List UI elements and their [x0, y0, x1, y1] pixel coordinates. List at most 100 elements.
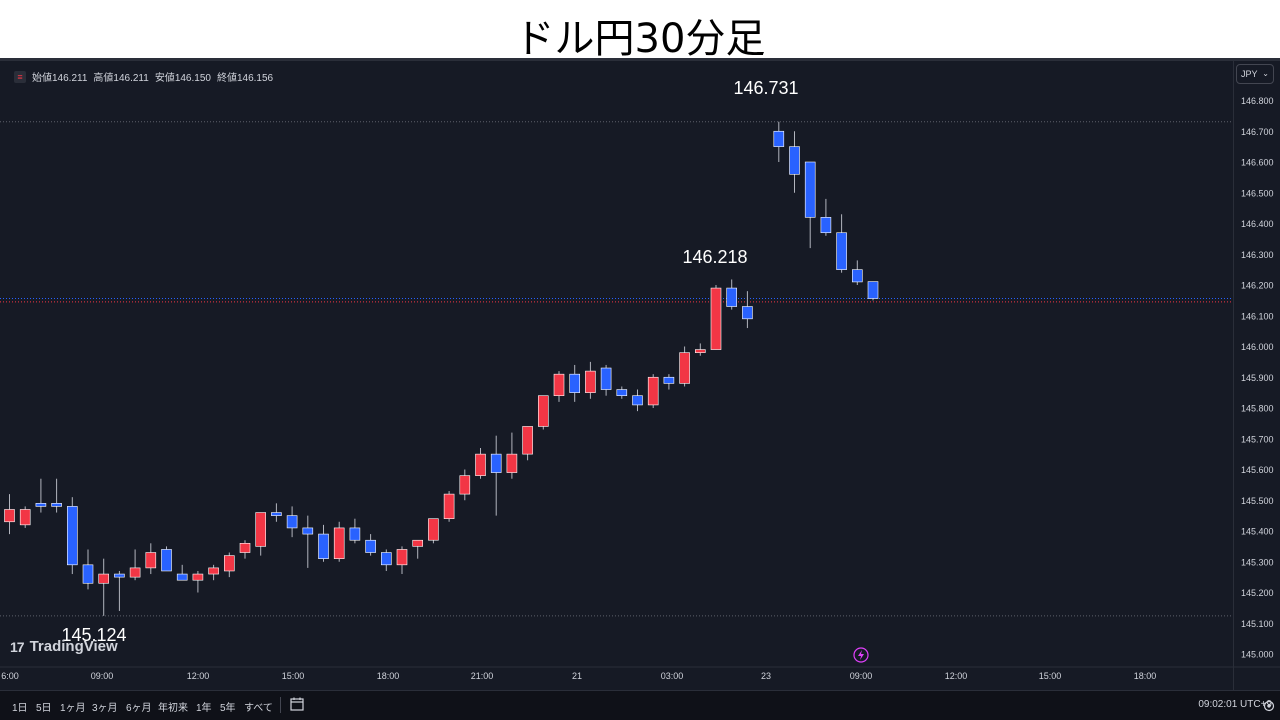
- candle-body[interactable]: [710, 287, 722, 350]
- tv-logo-icon: 17: [10, 638, 25, 655]
- y-tick-label: 145.000: [1241, 650, 1274, 660]
- candle-body[interactable]: [51, 503, 62, 507]
- candle-body[interactable]: [286, 515, 298, 529]
- candle-body[interactable]: [726, 287, 738, 307]
- range-button-4[interactable]: 6ヶ月: [126, 703, 152, 714]
- candle-body[interactable]: [114, 573, 125, 578]
- candle-body[interactable]: [145, 552, 157, 569]
- range-button-5[interactable]: 年初来: [158, 703, 188, 714]
- range-button-0[interactable]: 1日: [12, 703, 28, 714]
- candle-body[interactable]: [679, 352, 690, 384]
- y-tick-label: 145.400: [1241, 527, 1274, 537]
- candle-body[interactable]: [867, 281, 879, 299]
- close-label: 終値146.156: [216, 73, 274, 84]
- candle-body[interactable]: [380, 552, 392, 566]
- y-tick-label: 146.700: [1241, 127, 1274, 137]
- candle-body[interactable]: [742, 306, 753, 320]
- candle-body[interactable]: [553, 373, 565, 396]
- ohlc-legend: ≡ 始値146.211 高値146.211 安値146.150 終値146.15…: [14, 69, 273, 84]
- candle-body[interactable]: [98, 573, 109, 584]
- candle-body[interactable]: [616, 389, 628, 396]
- candle-body[interactable]: [428, 518, 439, 541]
- candle-body[interactable]: [663, 376, 675, 384]
- candle-body[interactable]: [302, 527, 314, 535]
- candle-body[interactable]: [208, 567, 219, 575]
- candle-body[interactable]: [333, 527, 345, 559]
- candle-body[interactable]: [19, 509, 31, 526]
- x-tick-label: 12:00: [187, 671, 210, 681]
- currency-selector[interactable]: JPY ⌄: [1236, 64, 1274, 84]
- x-tick-label: 03:00: [661, 671, 684, 681]
- candle-body[interactable]: [459, 475, 471, 495]
- y-tick-label: 146.300: [1241, 250, 1274, 260]
- candle-body[interactable]: [820, 217, 832, 234]
- y-tick-label: 145.200: [1241, 588, 1274, 598]
- x-tick-label: 21: [572, 671, 582, 681]
- x-tick-label: 21:00: [471, 671, 494, 681]
- candle-body[interactable]: [585, 370, 596, 393]
- candle-body[interactable]: [224, 555, 235, 572]
- candle-body[interactable]: [271, 512, 282, 516]
- candle-body[interactable]: [804, 161, 816, 218]
- candle-body[interactable]: [632, 395, 643, 406]
- candle-body[interactable]: [318, 533, 329, 559]
- candle-body[interactable]: [396, 549, 408, 566]
- candle-body[interactable]: [129, 567, 141, 578]
- candle-body[interactable]: [490, 453, 502, 473]
- x-tick-label: 09:00: [850, 671, 873, 681]
- candle-body[interactable]: [537, 395, 549, 427]
- chart-title: ドル円30分足: [514, 16, 766, 62]
- range-button-1[interactable]: 5日: [36, 703, 52, 714]
- candle-body[interactable]: [161, 549, 172, 572]
- range-button-6[interactable]: 1年: [196, 703, 212, 714]
- candle-body[interactable]: [694, 349, 706, 353]
- y-tick-label: 145.800: [1241, 404, 1274, 414]
- range-button-2[interactable]: 1ヶ月: [60, 703, 86, 714]
- candle-body[interactable]: [365, 539, 376, 553]
- candle-body[interactable]: [569, 373, 581, 393]
- candle-body[interactable]: [600, 367, 612, 390]
- candle-body[interactable]: [4, 509, 15, 523]
- candle-body[interactable]: [647, 376, 659, 406]
- lightning-icon[interactable]: [853, 647, 869, 663]
- candle-body[interactable]: [176, 573, 188, 581]
- y-tick-label: 146.200: [1241, 281, 1274, 291]
- calendar-icon[interactable]: [290, 697, 304, 711]
- range-button-8[interactable]: すべて: [244, 703, 273, 714]
- candle-body[interactable]: [67, 506, 78, 566]
- range-button-7[interactable]: 5年: [220, 703, 236, 714]
- equals-icon[interactable]: ≡: [14, 70, 26, 83]
- candlestick-chart[interactable]: 146.800 146.700 146.600 146.500 146.400 146.3…: [0, 58, 1280, 690]
- candle-body[interactable]: [522, 426, 533, 455]
- x-tick-label: 15:00: [1039, 671, 1062, 681]
- candle-body[interactable]: [412, 539, 424, 547]
- gear-icon[interactable]: [1263, 700, 1275, 712]
- candle-body[interactable]: [255, 512, 266, 547]
- candle-body[interactable]: [82, 564, 94, 584]
- clock-display[interactable]: 09:02:01 UTC+9: [1198, 699, 1272, 710]
- candle-body[interactable]: [349, 527, 361, 541]
- candle-body[interactable]: [192, 573, 204, 581]
- candle-body[interactable]: [475, 453, 486, 476]
- candle-body[interactable]: [773, 130, 785, 147]
- x-tick-label: 09:00: [91, 671, 114, 681]
- y-tick-label: 146.400: [1241, 219, 1274, 229]
- candle-body[interactable]: [789, 146, 800, 175]
- low-annotation: 145.124: [61, 625, 126, 645]
- lightning-glyph: [858, 650, 864, 660]
- y-tick-label: 145.300: [1241, 557, 1274, 567]
- candle-body[interactable]: [506, 453, 518, 473]
- low-label: 安値146.150: [154, 73, 211, 84]
- candle-body[interactable]: [239, 542, 251, 553]
- candle-body[interactable]: [35, 503, 47, 507]
- candle-body[interactable]: [836, 232, 847, 270]
- bottom-toolbar: 1日 5日 1ヶ月 3ヶ月 6ヶ月 年初来 1年 5年 すべて 09:02:01 UTC+9: [0, 690, 1280, 720]
- y-tick-label: 145.500: [1241, 496, 1274, 506]
- candle-body[interactable]: [443, 493, 455, 520]
- x-tick-label: 23: [761, 671, 771, 681]
- candle-body[interactable]: [851, 269, 863, 283]
- range-button-3[interactable]: 3ヶ月: [92, 703, 118, 714]
- chart-panel[interactable]: [0, 58, 1280, 720]
- high-annotation: 146.731: [733, 78, 798, 98]
- tradingview-logo[interactable]: 17 TradingView: [10, 638, 118, 655]
